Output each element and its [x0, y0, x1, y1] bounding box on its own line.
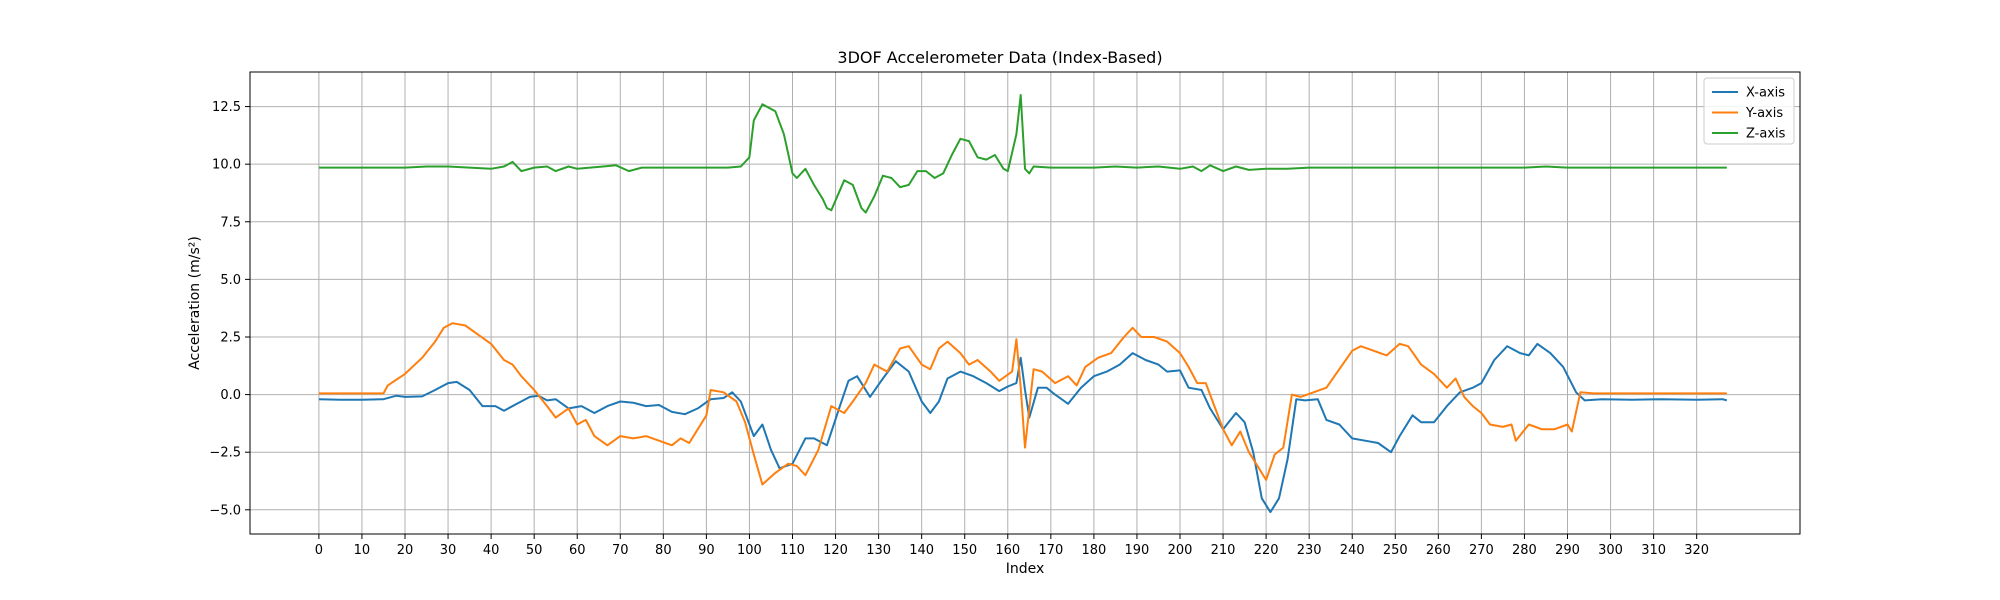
y-tick-label: 5.0 — [220, 273, 241, 288]
x-tick-label: 320 — [1684, 543, 1709, 558]
y-tick-label: 10.0 — [212, 158, 241, 173]
legend: X-axis Y-axis Z-axis — [1703, 77, 1795, 145]
y-tick-label: 7.5 — [220, 215, 241, 230]
x-tick-label: 230 — [1297, 543, 1322, 558]
plot-area — [250, 72, 1800, 534]
x-tick-label: 190 — [1125, 543, 1150, 558]
x-tick-label: 160 — [995, 543, 1020, 558]
x-tick-label: 40 — [483, 543, 500, 558]
x-tick-label: 140 — [909, 543, 934, 558]
legend-label-z-axis: Z-axis — [1746, 127, 1786, 142]
x-tick-label: 100 — [737, 543, 762, 558]
y-tick-label: −2.5 — [209, 446, 241, 461]
y-axis-label: Acceleration (m/s²) — [187, 236, 203, 370]
x-tick-label: 270 — [1469, 543, 1494, 558]
x-tick-label: 20 — [397, 543, 414, 558]
x-tick-label: 120 — [823, 543, 848, 558]
x-tick-label: 220 — [1254, 543, 1279, 558]
y-tick-label: 0.0 — [220, 388, 241, 403]
x-tick-label: 280 — [1512, 543, 1537, 558]
x-tick-label: 240 — [1340, 543, 1365, 558]
x-tick-label: 150 — [952, 543, 977, 558]
x-tick-label: 60 — [569, 543, 586, 558]
x-tick-label: 290 — [1555, 543, 1580, 558]
legend-label-y-axis: Y-axis — [1745, 106, 1783, 121]
x-tick-label: 130 — [866, 543, 891, 558]
y-tick-label: −5.0 — [209, 503, 241, 518]
y-tick-label: 12.5 — [212, 100, 241, 115]
y-axis-ticks: −5.0 −2.5 0.0 2.5 5.0 7.5 10.0 12.5 — [209, 100, 250, 518]
series-group — [318, 94, 1728, 514]
x-tick-label: 90 — [698, 543, 715, 558]
y-tick-label: 2.5 — [220, 330, 241, 345]
x-tick-label: 200 — [1168, 543, 1193, 558]
legend-box — [1703, 77, 1795, 145]
x-tick-label: 10 — [354, 543, 371, 558]
series-line-z-axis — [318, 94, 1727, 214]
x-tick-label: 260 — [1426, 543, 1451, 558]
grid — [250, 72, 1800, 534]
chart-title: 3DOF Accelerometer Data (Index-Based) — [837, 48, 1162, 67]
x-tick-label: 300 — [1598, 543, 1623, 558]
x-tick-label: 30 — [440, 543, 457, 558]
x-tick-label: 310 — [1641, 543, 1666, 558]
x-tick-label: 0 — [315, 543, 323, 558]
x-tick-label: 50 — [526, 543, 543, 558]
x-tick-label: 210 — [1211, 543, 1236, 558]
series-line-y-axis — [318, 322, 1727, 486]
x-axis-label: Index — [1006, 561, 1045, 577]
x-tick-label: 250 — [1383, 543, 1408, 558]
legend-label-x-axis: X-axis — [1746, 86, 1785, 101]
x-tick-label: 80 — [655, 543, 672, 558]
x-tick-label: 170 — [1038, 543, 1063, 558]
plot-frame — [249, 71, 1801, 535]
x-tick-label: 180 — [1081, 543, 1106, 558]
x-axis-ticks: 0 10 20 30 40 50 60 70 80 90 100 110 120 130 140 150 160… — [315, 534, 1709, 558]
x-tick-label: 110 — [780, 543, 805, 558]
x-tick-label: 70 — [612, 543, 629, 558]
